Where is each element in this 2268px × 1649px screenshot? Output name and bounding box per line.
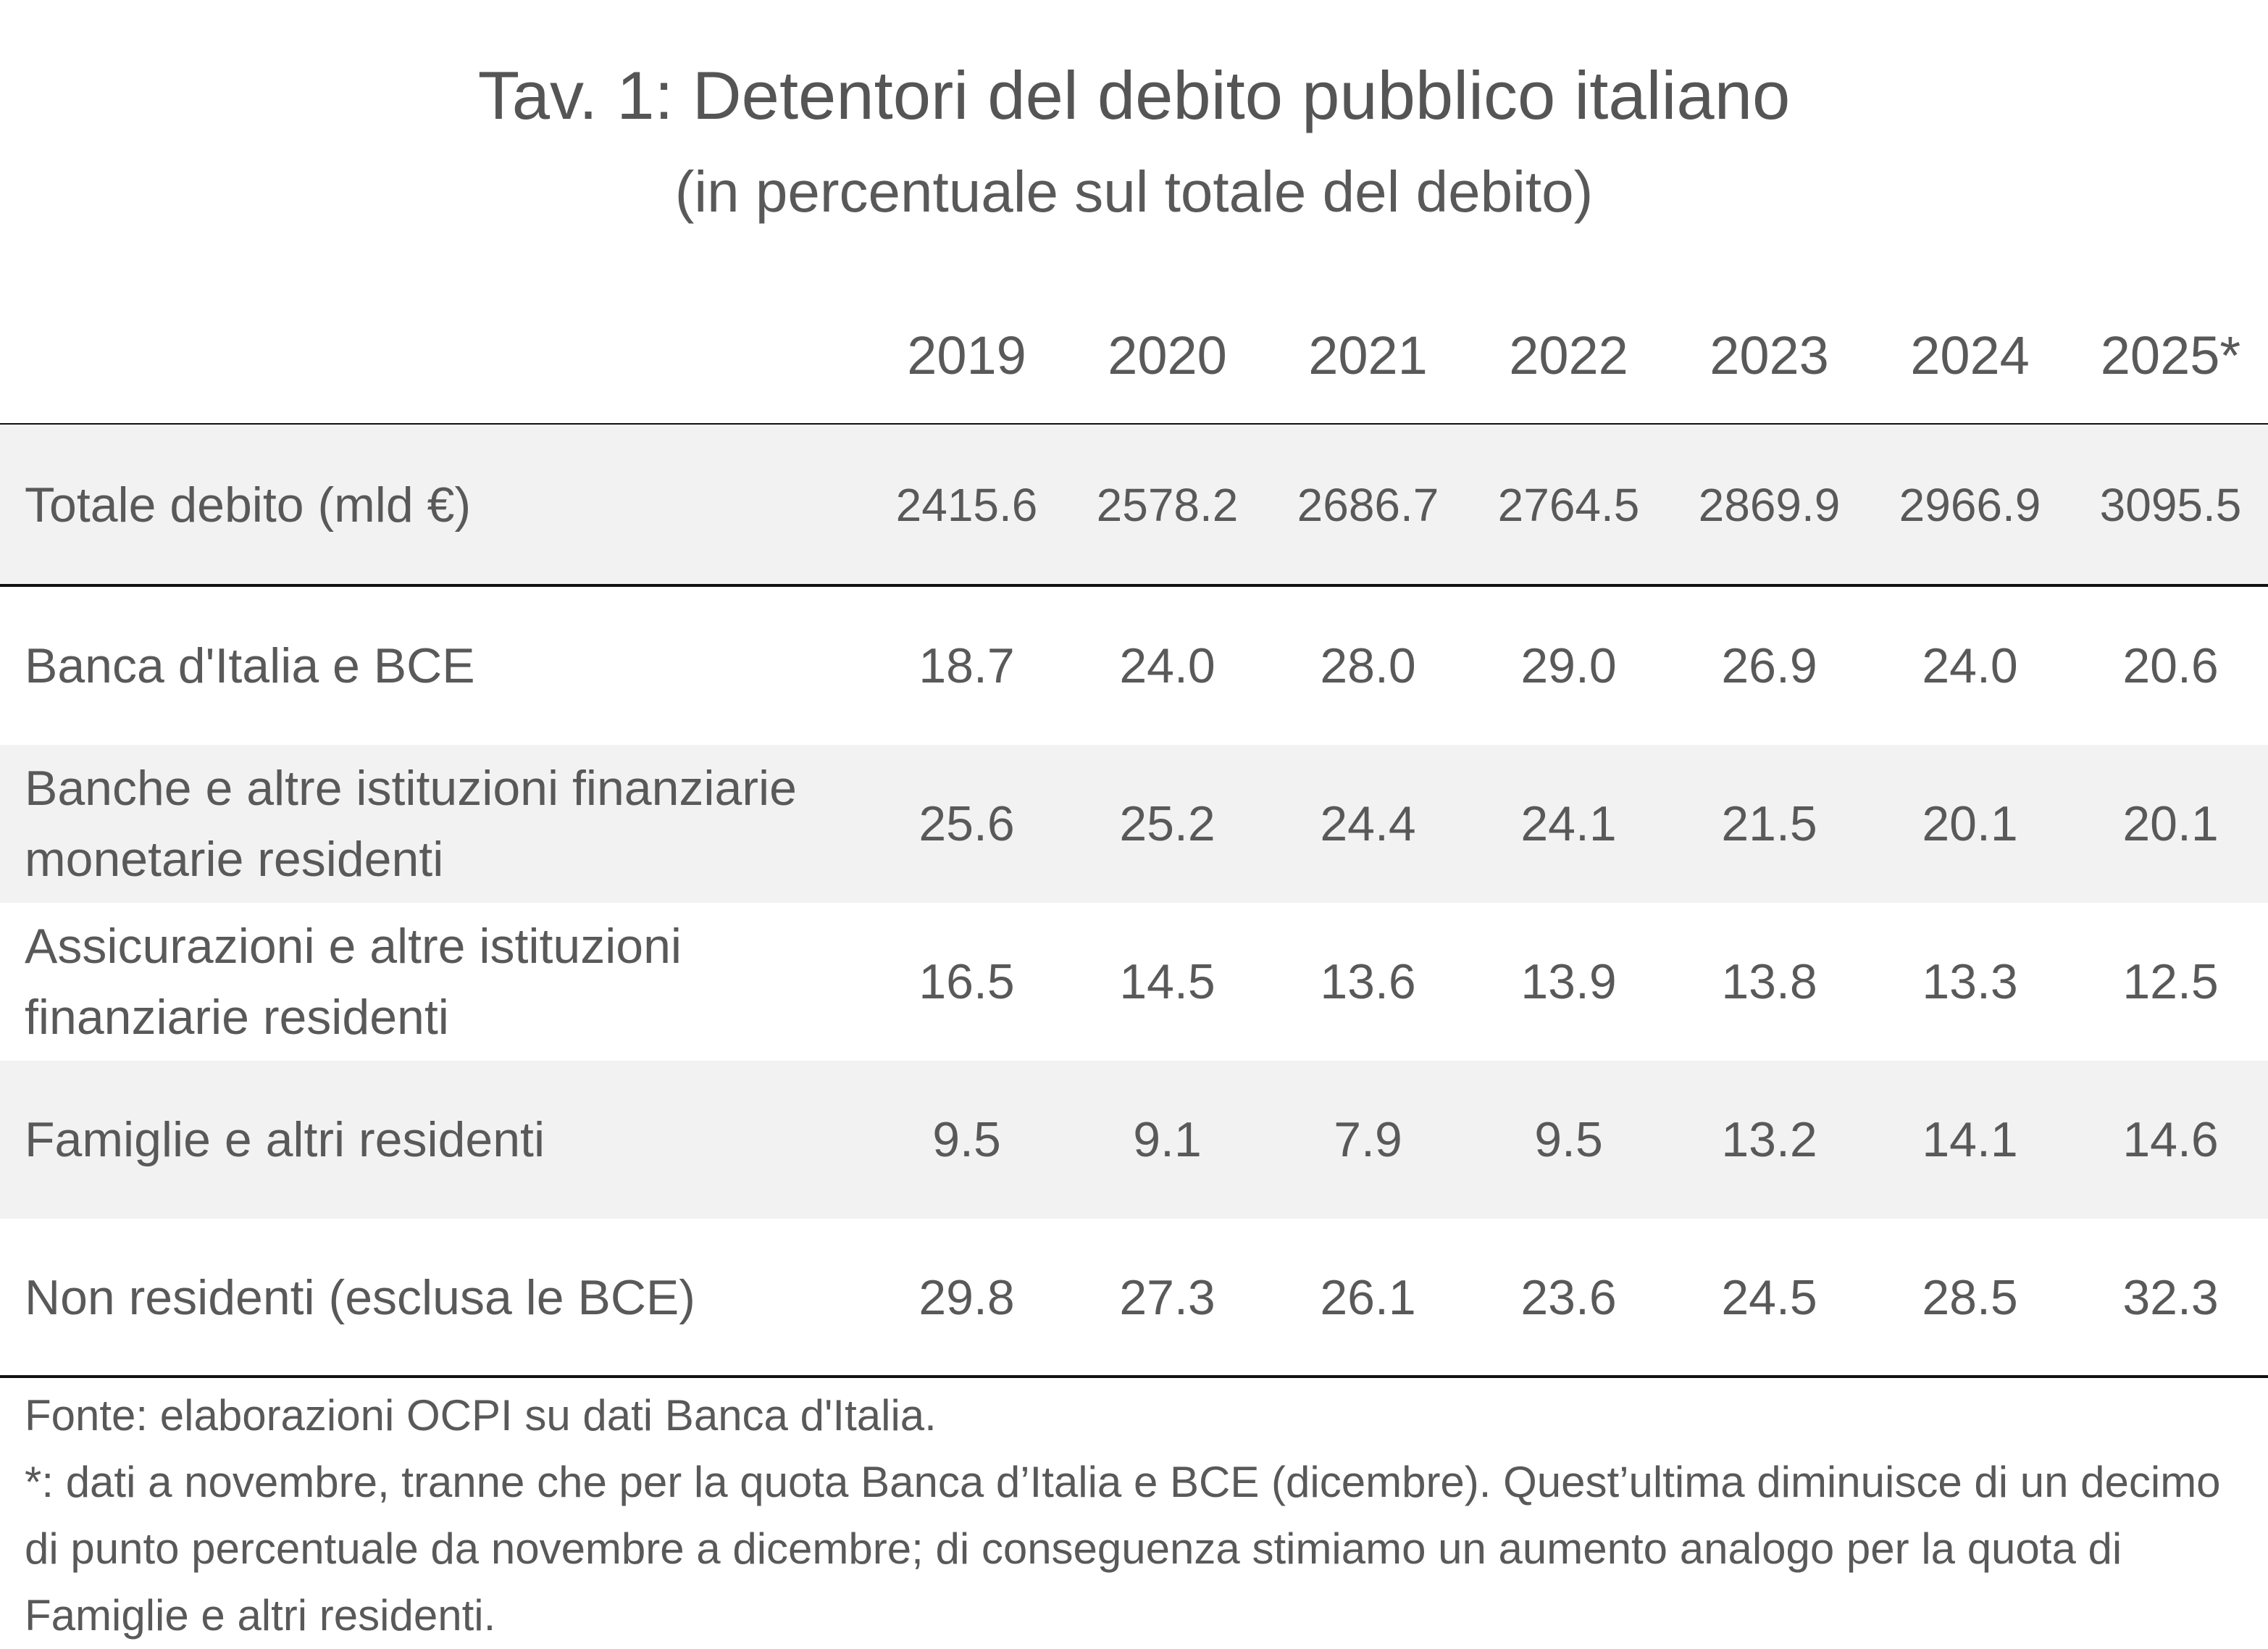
table-cell: 27.3 [1119, 1270, 1215, 1325]
table-row: Famiglie e altri residenti 9.5 9.1 7.9 9.5 13… [0, 1061, 2268, 1219]
table-cell: 9.1 [1133, 1112, 1202, 1167]
table-cell: 16.5 [919, 954, 1015, 1009]
table-cell: 14.5 [1119, 954, 1215, 1009]
table-cell: 24.0 [1119, 638, 1215, 693]
table-cell: 20.1 [1922, 796, 2018, 851]
table-cell: 29.0 [1520, 638, 1617, 693]
row-label: Banca d'Italia e BCE [25, 638, 475, 693]
column-header: 2025* [2100, 325, 2241, 385]
table-row: Non residenti (esclusa le BCE) 29.8 27.3 26… [0, 1219, 2268, 1377]
table-cell: 9.5 [932, 1112, 1001, 1167]
table-cell: 13.8 [1721, 954, 1817, 1009]
table-cell: 18.7 [919, 638, 1015, 693]
table-cell: 14.1 [1922, 1112, 2018, 1167]
table-cell: 14.6 [2122, 1112, 2219, 1167]
row-label: Banche e altre istituzioni finanziarie m… [25, 761, 797, 887]
table-cell: 13.3 [1922, 954, 2018, 1009]
divider [0, 584, 2268, 587]
table-title: Tav. 1: Detentori del debito pubblico it… [477, 57, 1791, 133]
column-header: 2021 [1308, 325, 1428, 385]
column-header: 2023 [1710, 325, 1829, 385]
asterisk-note: *: dati a novembre, tranne che per la qu… [25, 1458, 2221, 1640]
column-header: 2019 [907, 325, 1026, 385]
table-cell: 20.1 [2122, 796, 2219, 851]
table-cell: 13.9 [1520, 954, 1617, 1009]
row-label: Famiglie e altri residenti [25, 1112, 545, 1167]
table-cell: 28.5 [1922, 1270, 2018, 1325]
column-header: 2024 [1910, 325, 2030, 385]
table-cell: 23.6 [1520, 1270, 1617, 1325]
table-subtitle: (in percentuale sul totale del debito) [674, 159, 1594, 224]
table-cell: 28.0 [1320, 638, 1416, 693]
footnote: Fonte: elaborazioni OCPI su dati Banca d… [25, 1382, 2241, 1649]
divider [0, 1375, 2268, 1378]
table-cell: 2966.9 [1899, 479, 2041, 531]
table-cell: 9.5 [1534, 1112, 1603, 1167]
table-cell: 21.5 [1721, 796, 1817, 851]
table-cell: 25.6 [919, 796, 1015, 851]
table-cell: 2686.7 [1297, 479, 1439, 531]
table-cell: 13.2 [1721, 1112, 1817, 1167]
table-cell: 25.2 [1119, 796, 1215, 851]
table-cell: 2415.6 [895, 479, 1038, 531]
header-row: 2019 2020 2021 2022 2023 2024 2025* [0, 304, 2268, 406]
column-header: 2022 [1509, 325, 1628, 385]
table-cell: 13.6 [1320, 954, 1416, 1009]
table-cell: 24.5 [1721, 1270, 1817, 1325]
table-cell: 20.6 [2122, 638, 2219, 693]
row-label: Totale debito (mld €) [25, 477, 472, 533]
table-cell: 24.1 [1520, 796, 1617, 851]
row-label: Non residenti (esclusa le BCE) [25, 1270, 695, 1325]
table-cell: 29.8 [919, 1270, 1015, 1325]
table-cell: 24.0 [1922, 638, 2018, 693]
table-cell: 12.5 [2122, 954, 2219, 1009]
row-label: Assicurazioni e altre istituzioni finanz… [25, 919, 682, 1045]
table-cell: 3095.5 [2099, 479, 2242, 531]
table-cell: 2578.2 [1096, 479, 1239, 531]
table-cell: 26.1 [1320, 1270, 1416, 1325]
table-cell: 2764.5 [1497, 479, 1640, 531]
total-row: Totale debito (mld €) 2415.6 2578.2 2686… [0, 425, 2268, 585]
table-row: Banca d'Italia e BCE 18.7 24.0 28.0 29.0 26.9… [0, 587, 2268, 745]
table-cell: 2869.9 [1698, 479, 1841, 531]
table-row: Assicurazioni e altre istituzioni finanz… [0, 903, 2268, 1061]
table-cell: 32.3 [2122, 1270, 2219, 1325]
column-header: 2020 [1108, 325, 1227, 385]
table-cell: 26.9 [1721, 638, 1817, 693]
table-row: Banche e altre istituzioni finanziarie m… [0, 745, 2268, 903]
table-cell: 24.4 [1320, 796, 1416, 851]
table-cell: 7.9 [1334, 1112, 1402, 1167]
source-note: Fonte: elaborazioni OCPI su dati Banca d… [25, 1391, 937, 1440]
